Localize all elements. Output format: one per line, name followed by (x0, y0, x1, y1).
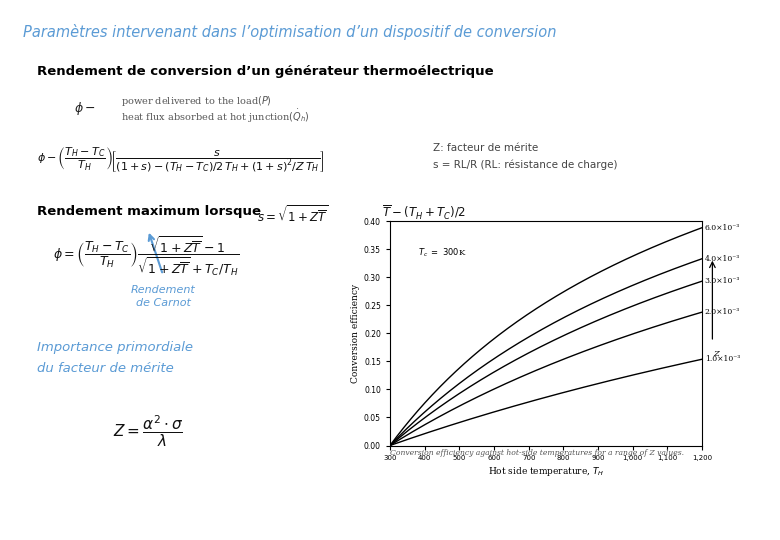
Text: heat flux absorbed at hot junction$(\dot{Q}_h)$: heat flux absorbed at hot junction$(\dot… (121, 108, 310, 125)
Text: $\phi = \left(\dfrac{T_H - T_C}{T_H}\right)\dfrac{\sqrt{1+Z\overline{T}}-1}{\sqr: $\phi = \left(\dfrac{T_H - T_C}{T_H}\rig… (53, 235, 239, 279)
Text: Rendement de conversion d’un générateur thermoélectrique: Rendement de conversion d’un générateur … (37, 65, 494, 78)
Text: 3.0×10⁻³: 3.0×10⁻³ (705, 277, 740, 285)
Text: $\phi -$: $\phi -$ (74, 100, 96, 117)
X-axis label: Hot side temperature, $T_H$: Hot side temperature, $T_H$ (488, 465, 604, 478)
Y-axis label: Conversion efficiency: Conversion efficiency (351, 284, 360, 383)
Text: Rendement maximum lorsque: Rendement maximum lorsque (37, 205, 261, 218)
Text: 2.0×10⁻³: 2.0×10⁻³ (705, 308, 740, 316)
Text: $T_c\ =\ 300$K: $T_c\ =\ 300$K (418, 246, 466, 259)
Text: $s = \sqrt{1 + Z\overline{T}}$: $s = \sqrt{1 + Z\overline{T}}$ (257, 204, 328, 225)
Text: Importance primordiale: Importance primordiale (37, 341, 193, 354)
Text: $\phi - \left(\dfrac{T_H - T_C}{T_H}\right)\!\left[\dfrac{s}{(1+s)-(T_H-T_C)/2\,: $\phi - \left(\dfrac{T_H - T_C}{T_H}\rig… (37, 146, 324, 174)
Text: Paramètres intervenant dans l’optimisation d’un dispositif de conversion: Paramètres intervenant dans l’optimisati… (23, 24, 557, 40)
Text: 1.0×10⁻³: 1.0×10⁻³ (705, 355, 740, 363)
Text: 4.0×10⁻³: 4.0×10⁻³ (705, 255, 740, 263)
Text: 6.0×10⁻³: 6.0×10⁻³ (705, 224, 740, 232)
Text: Z: facteur de mérite: Z: facteur de mérite (433, 143, 538, 153)
Text: power delivered to the load$(P)$: power delivered to the load$(P)$ (121, 94, 271, 109)
Text: de Carnot: de Carnot (136, 298, 190, 308)
Text: $Z = \dfrac{\alpha^2 \cdot \sigma}{\lambda}$: $Z = \dfrac{\alpha^2 \cdot \sigma}{\lamb… (113, 413, 183, 449)
Text: s = RL/R (RL: résistance de charge): s = RL/R (RL: résistance de charge) (433, 159, 618, 170)
Text: Z: Z (713, 350, 719, 358)
Text: $\overline{T} - (T_H + T_C)/2$: $\overline{T} - (T_H + T_C)/2$ (382, 204, 466, 222)
Text: Rendement: Rendement (130, 285, 195, 295)
Text: du facteur de mérite: du facteur de mérite (37, 362, 174, 375)
Text: Conversion efficiency against hot-side temperatures for a range of Z values.: Conversion efficiency against hot-side t… (390, 449, 684, 457)
